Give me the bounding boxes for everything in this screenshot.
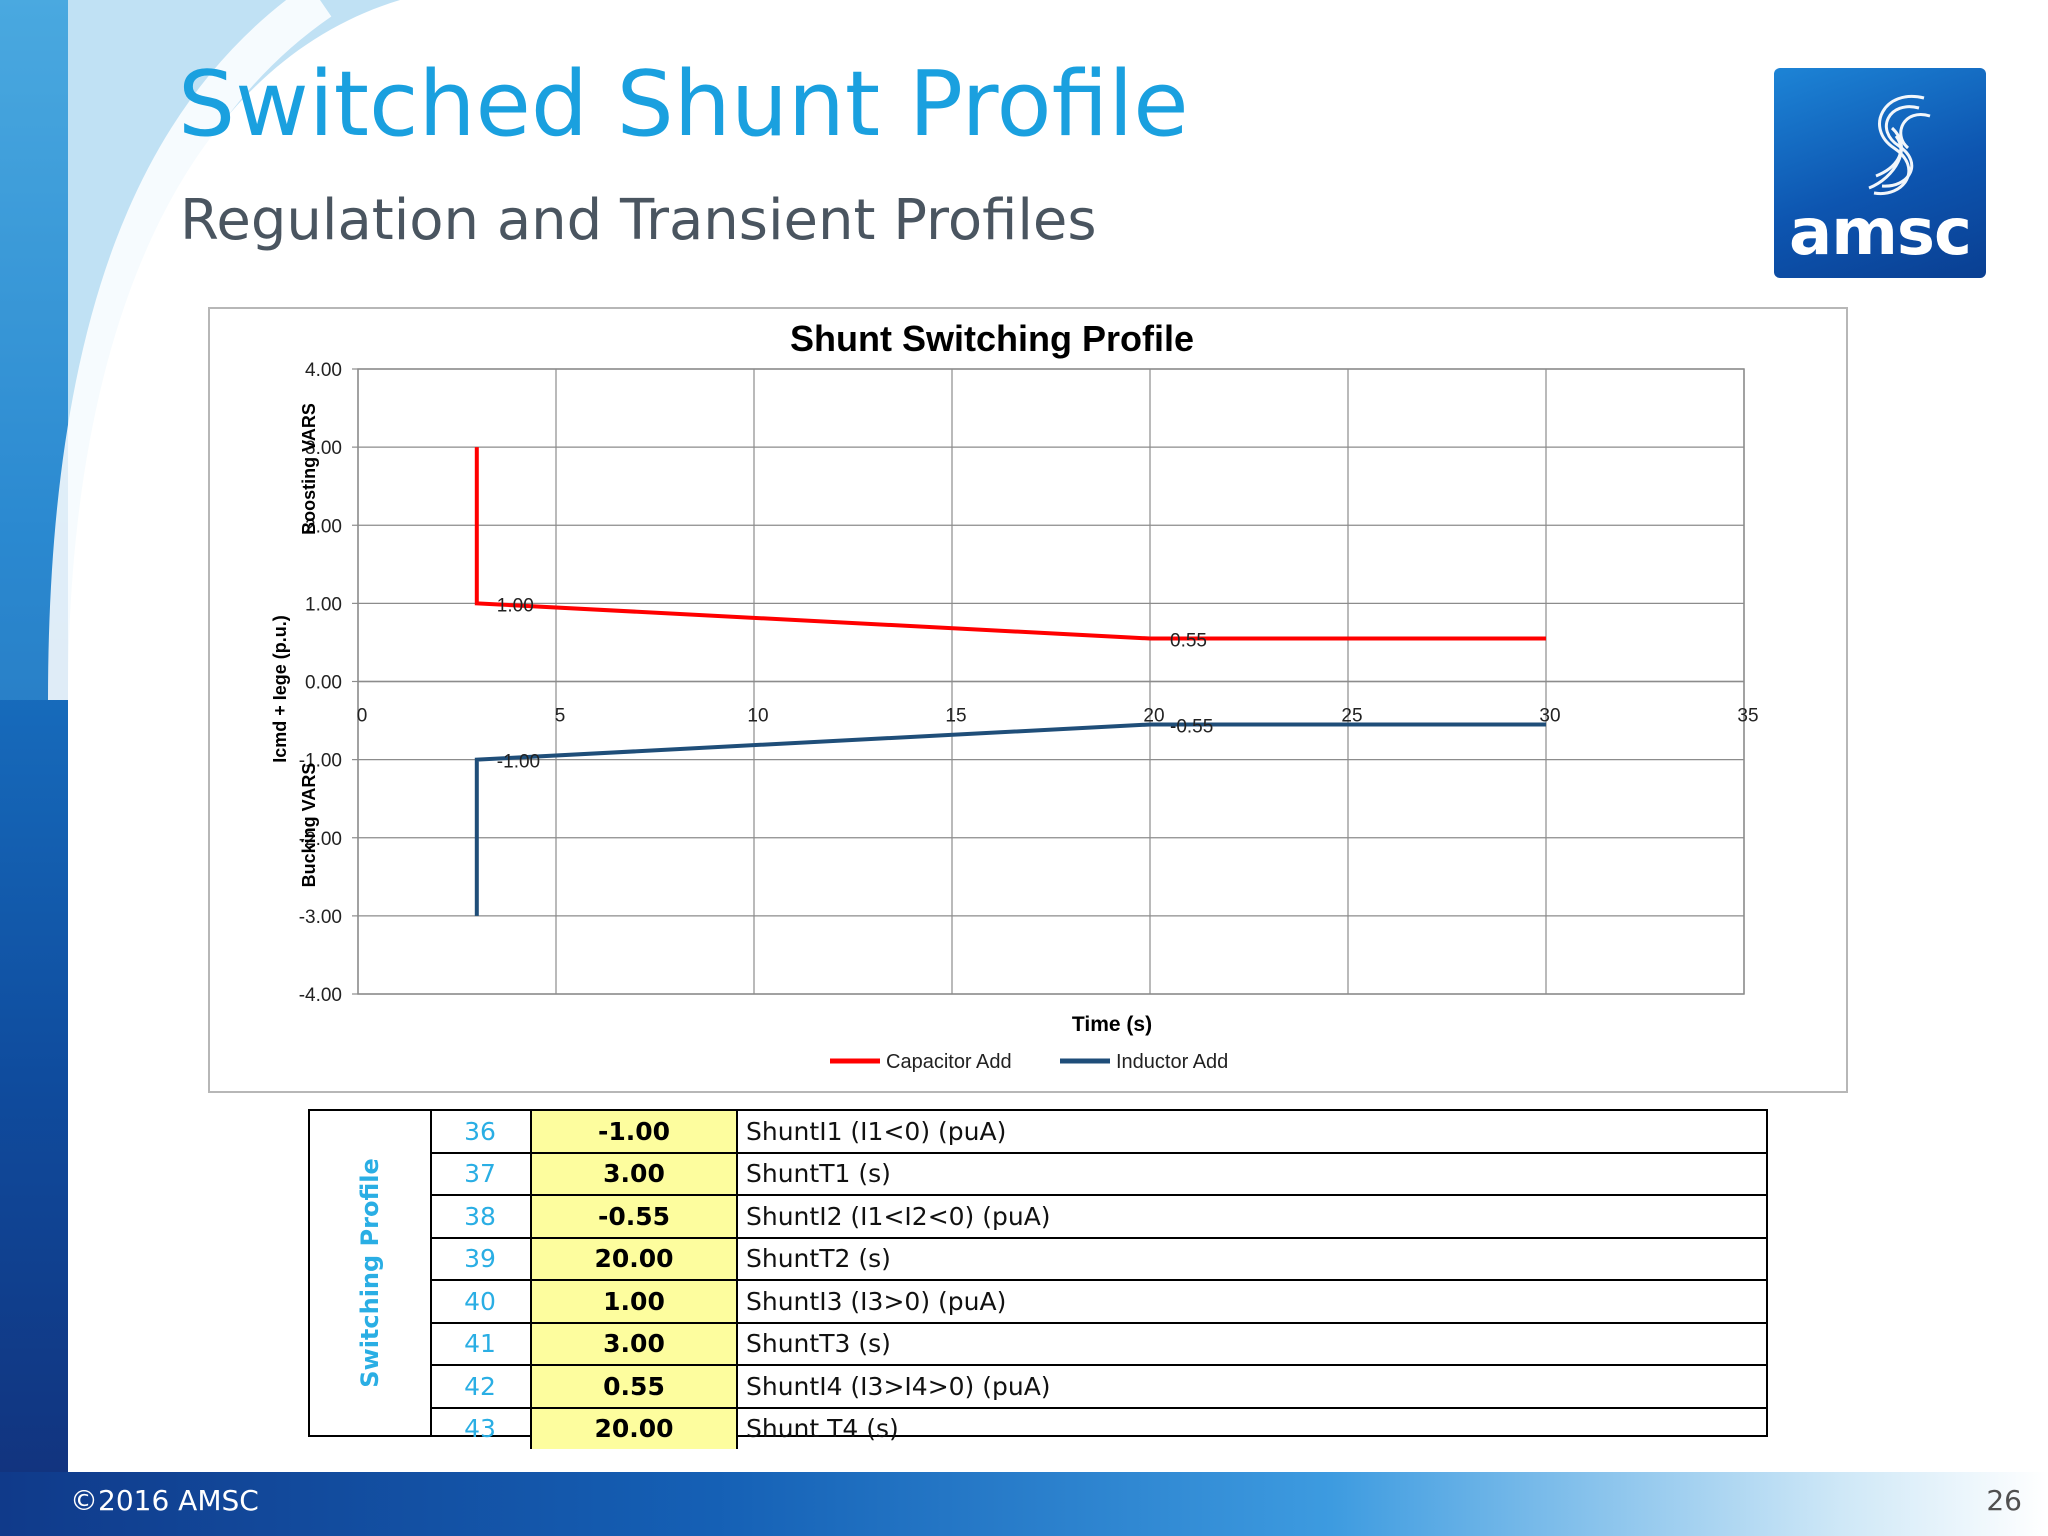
logo-wordmark: amsc [1789, 196, 1972, 270]
table-cell-label: ShuntT2 (s) [737, 1237, 1766, 1281]
x-tick-label: 35 [1737, 706, 1758, 727]
x-tick-label: 15 [945, 706, 966, 727]
table-side-label-text: Switching Profile [356, 1158, 384, 1388]
table-cell-number: 40 [430, 1280, 532, 1324]
y-tick-label: -3.00 [299, 907, 342, 928]
table-cell-value: 3.00 [531, 1322, 738, 1366]
table-cell-number: 37 [430, 1152, 532, 1196]
decor-arc [0, 0, 400, 700]
table-cell-number: 38 [430, 1195, 532, 1239]
y-tick-label: -2.00 [299, 829, 342, 850]
x-axis-label: Time (s) [1072, 1013, 1152, 1036]
table-cell-value: -0.55 [531, 1195, 738, 1239]
footer-band [0, 1472, 2048, 1536]
chart-frame: 4.00 3.00 2.00 1.00 0.00 -1.00 -2.00 -3.00 -4.00… [208, 307, 1848, 1093]
x-tick-label: 5 [555, 706, 566, 727]
table-cell-value: 3.00 [531, 1152, 738, 1196]
table-cell-value: 0.55 [531, 1365, 738, 1409]
table-row: 36 -1.00 ShuntI1 (I1<0) (puA) [430, 1111, 1766, 1154]
table-cell-number: 36 [430, 1111, 532, 1154]
y-axis-label: Icmd + Iege (p.u.) [270, 615, 290, 763]
table-row: 43 20.00 Shunt T4 (s) [430, 1407, 1766, 1449]
swirl-icon [1868, 95, 1931, 196]
table-cell-label: ShuntI1 (I1<0) (puA) [737, 1111, 1766, 1154]
shunt-switching-chart: 4.00 3.00 2.00 1.00 0.00 -1.00 -2.00 -3.00 -4.00… [270, 318, 1759, 1073]
x-tick-label: 25 [1341, 706, 1362, 727]
chart-title: Shunt Switching Profile [790, 318, 1194, 359]
table-cell-value: 20.00 [531, 1237, 738, 1281]
switching-profile-table: Switching Profile 36 -1.00 ShuntI1 (I1<0) … [308, 1109, 1768, 1449]
x-tick-label: 30 [1539, 706, 1560, 727]
x-tick-label: 0 [357, 706, 368, 727]
y-tick-label: 2.00 [305, 516, 342, 537]
x-tick-label: 10 [747, 706, 768, 727]
table-cell-number: 42 [430, 1365, 532, 1409]
y-tick-label: -1.00 [299, 751, 342, 772]
footer-copyright: ©2016 AMSC [70, 1484, 259, 1517]
data-label: 0.55 [1170, 631, 1207, 652]
table-cell-value: 20.00 [531, 1407, 738, 1449]
table-cell-label: Shunt T4 (s) [746, 1414, 899, 1444]
y-tick-label: 3.00 [305, 438, 342, 459]
table-cell-value: 1.00 [531, 1280, 738, 1324]
table-side-label: Switching Profile [310, 1111, 432, 1435]
table-row: 39 20.00 ShuntT2 (s) [430, 1237, 1766, 1281]
table-cell-label: ShuntI2 (I1<I2<0) (puA) [737, 1195, 1766, 1239]
table-cell-number: 39 [430, 1237, 532, 1281]
y-tick-label: -4.00 [299, 985, 342, 1006]
table-row: 40 1.00 ShuntI3 (I3>0) (puA) [430, 1280, 1766, 1324]
table-row: 37 3.00 ShuntT1 (s) [430, 1152, 1766, 1196]
profile-table: 36 -1.00 ShuntI1 (I1<0) (puA) 37 3.00 ShuntT1… [430, 1111, 1766, 1449]
data-label: -0.55 [1170, 716, 1213, 737]
table-cell-label: ShuntT1 (s) [737, 1152, 1766, 1196]
page-title: Switched Shunt Profile [178, 52, 1189, 157]
table-cell-value: -1.00 [531, 1111, 738, 1154]
series-line-inductor [474, 722, 1546, 916]
table-cell-label: ShuntI3 (I3>0) (puA) [737, 1280, 1766, 1324]
table-row: 38 -0.55 ShuntI2 (I1<I2<0) (puA) [430, 1195, 1766, 1239]
y-axis-label-bottom: Bucking VARS [299, 763, 319, 888]
y-tick-label: 1.00 [305, 594, 342, 615]
data-label: -1.00 [497, 752, 540, 773]
y-axis-label-top: Boosting VARS [299, 403, 319, 535]
y-tick-label: 0.00 [305, 673, 342, 694]
table-cell-number: 43 [430, 1407, 532, 1449]
series-line-capacitor [474, 447, 1546, 641]
table-row: 42 0.55 ShuntI4 (I3>I4>0) (puA) [430, 1365, 1766, 1409]
legend-entry: Inductor Add [1116, 1051, 1228, 1073]
x-tick-label: 20 [1143, 706, 1164, 727]
table-row: 41 3.00 ShuntT3 (s) [430, 1322, 1766, 1366]
y-tick-label: 4.00 [305, 360, 342, 381]
amsc-logo: amsc [1774, 68, 1986, 278]
table-cell-label: ShuntT3 (s) [737, 1322, 1766, 1366]
left-decor-band [0, 0, 68, 1536]
table-cell-number: 41 [430, 1322, 532, 1366]
legend-entry: Capacitor Add [886, 1051, 1012, 1073]
page-subtitle: Regulation and Transient Profiles [180, 188, 1097, 253]
table-cell-label: ShuntI4 (I3>I4>0) (puA) [737, 1365, 1766, 1409]
data-label: 1.00 [497, 595, 534, 616]
page-number: 26 [1986, 1484, 2022, 1517]
